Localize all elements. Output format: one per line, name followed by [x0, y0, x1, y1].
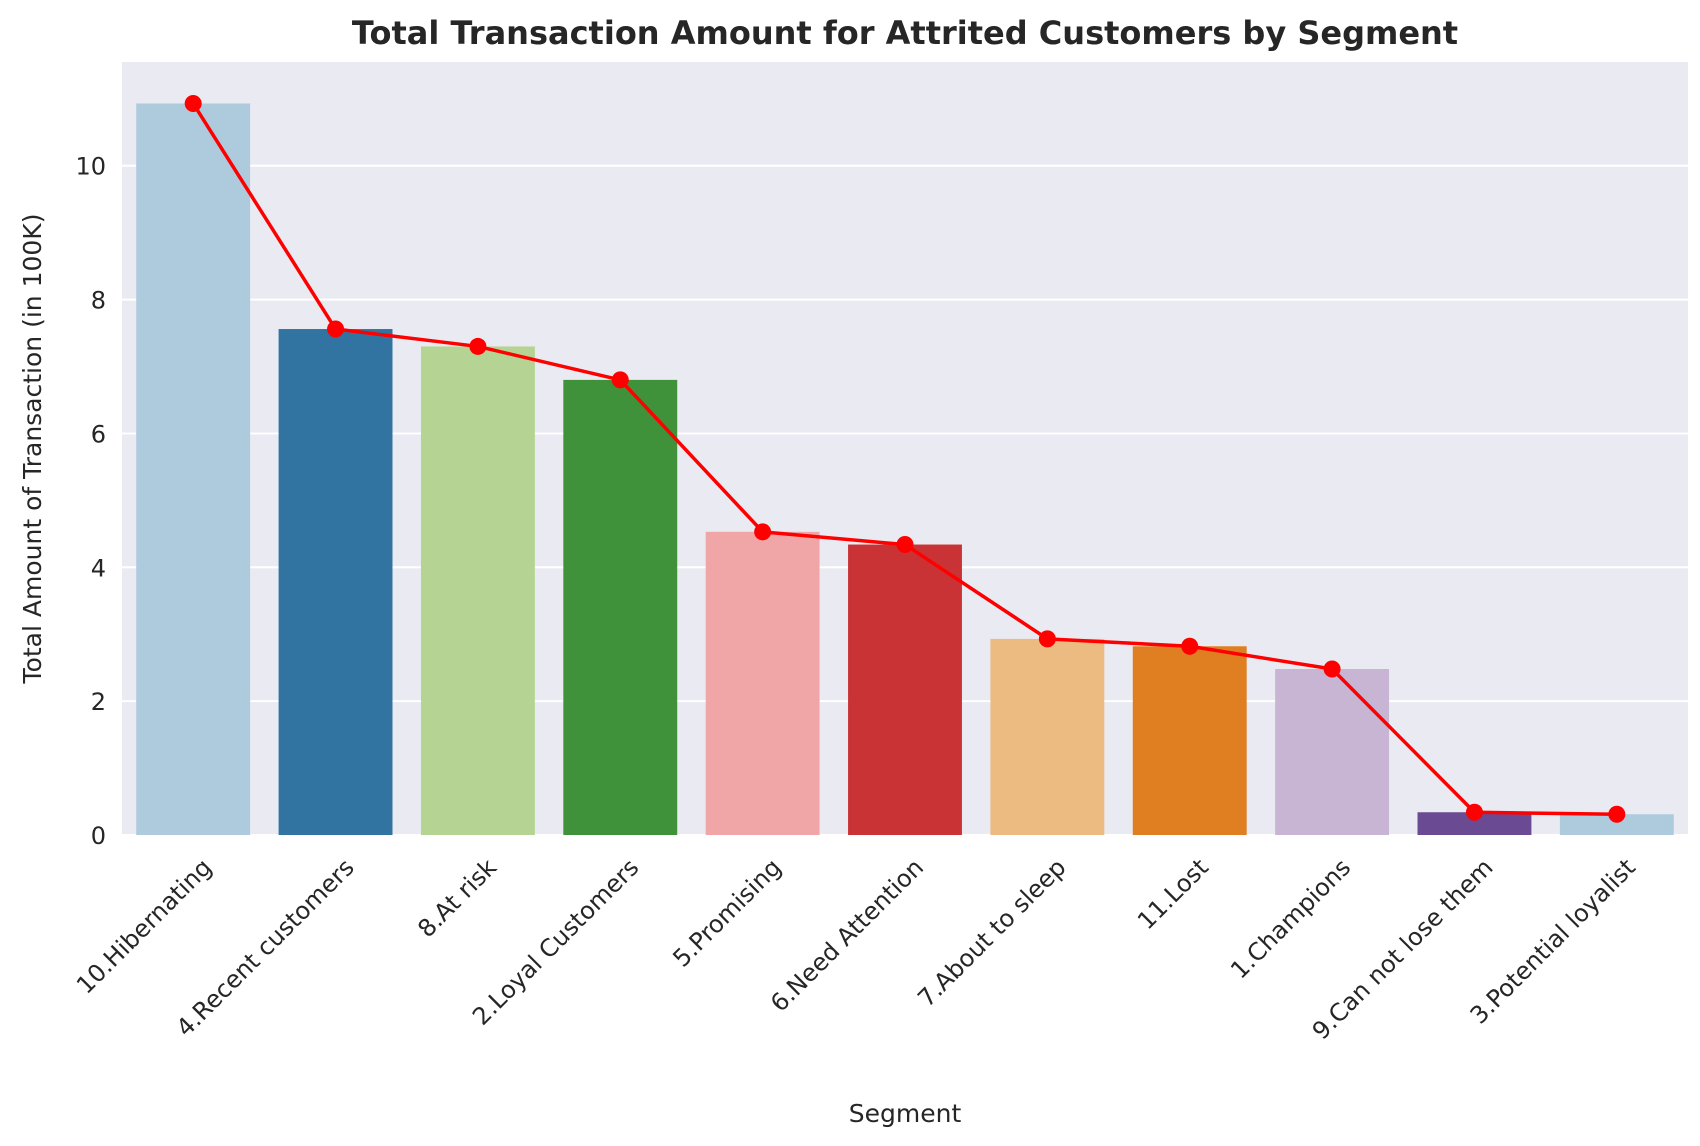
bar — [1275, 669, 1389, 835]
y-tick-label: 4 — [91, 554, 106, 582]
y-tick-label: 2 — [91, 688, 106, 716]
chart-svg: 0246810 10.Hibernating4.Recent customers… — [0, 0, 1700, 1146]
y-tick-label: 8 — [91, 287, 106, 315]
chart-title: Total Transaction Amount for Attrited Cu… — [352, 14, 1458, 52]
bar — [1133, 646, 1247, 835]
line-point — [1324, 661, 1341, 678]
line-point — [612, 371, 629, 388]
bar — [136, 103, 250, 835]
line-point — [1466, 804, 1483, 821]
bar — [279, 329, 393, 835]
line-point — [897, 536, 914, 553]
y-tick-label: 0 — [91, 822, 106, 850]
line-point — [1608, 806, 1625, 823]
line-point — [1039, 630, 1056, 647]
line-point — [754, 523, 771, 540]
line-point — [469, 338, 486, 355]
bar — [848, 545, 962, 835]
bar — [706, 532, 820, 835]
bar — [421, 346, 535, 835]
chart-container: 0 2 4 6 8 10 10.Hibernating 4.Recent customers… — [0, 0, 1700, 1146]
bar — [563, 380, 677, 835]
y-tick-label: 6 — [91, 420, 106, 448]
bar — [990, 639, 1104, 835]
line-point — [327, 321, 344, 338]
x-axis-label: Segment — [849, 1099, 962, 1128]
line-point — [185, 95, 202, 112]
y-tick-label: 10 — [75, 153, 106, 181]
line-point — [1181, 638, 1198, 655]
y-axis-label: Total Amount of Transaction (in 100K) — [18, 214, 47, 685]
